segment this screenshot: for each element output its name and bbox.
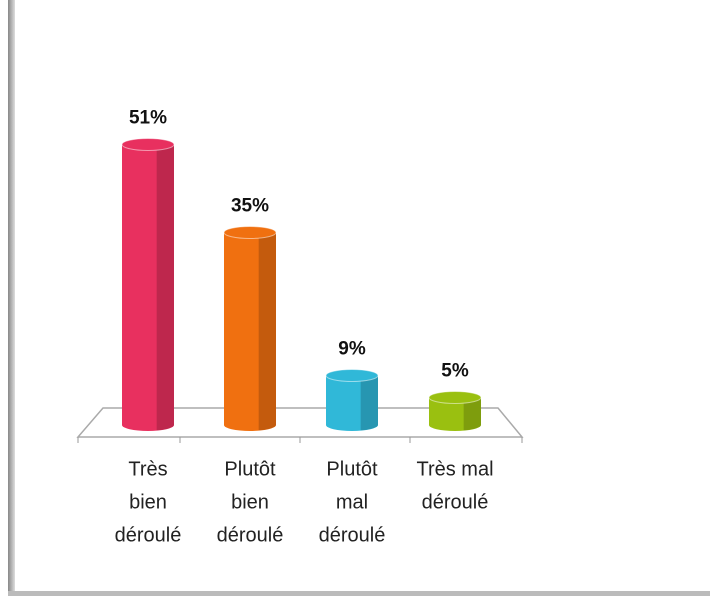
bar-shade xyxy=(258,232,276,431)
bar-top xyxy=(428,391,482,404)
category-label: Très xyxy=(128,458,167,480)
bar-top xyxy=(121,138,175,151)
value-label: 35% xyxy=(231,196,269,217)
bar xyxy=(428,391,482,431)
bar-shade xyxy=(360,375,378,431)
category-label: Plutôt xyxy=(224,458,276,480)
bar xyxy=(325,369,379,431)
bar-body xyxy=(224,232,276,431)
bar xyxy=(223,226,277,431)
bar-shade xyxy=(156,144,174,431)
category-label: déroulé xyxy=(115,524,182,546)
category-label: Très mal xyxy=(416,458,493,480)
category-label: Plutôt xyxy=(326,458,378,480)
category-label: mal xyxy=(336,491,368,513)
bar-shade xyxy=(463,397,481,431)
frame-bottom xyxy=(8,591,710,596)
category-label: bien xyxy=(129,491,167,513)
bar-top xyxy=(223,226,277,239)
bar-body xyxy=(429,397,481,431)
value-label: 51% xyxy=(129,108,167,129)
category-label: déroulé xyxy=(217,524,284,546)
value-label: 5% xyxy=(441,361,469,382)
category-label: bien xyxy=(231,491,269,513)
bar-top xyxy=(325,369,379,382)
value-label: 9% xyxy=(338,339,366,360)
bar-body xyxy=(326,375,378,431)
bar xyxy=(121,138,175,431)
category-label: déroulé xyxy=(422,491,489,513)
bar-body xyxy=(122,144,174,431)
frame-left xyxy=(8,0,15,596)
category-label: déroulé xyxy=(319,524,386,546)
